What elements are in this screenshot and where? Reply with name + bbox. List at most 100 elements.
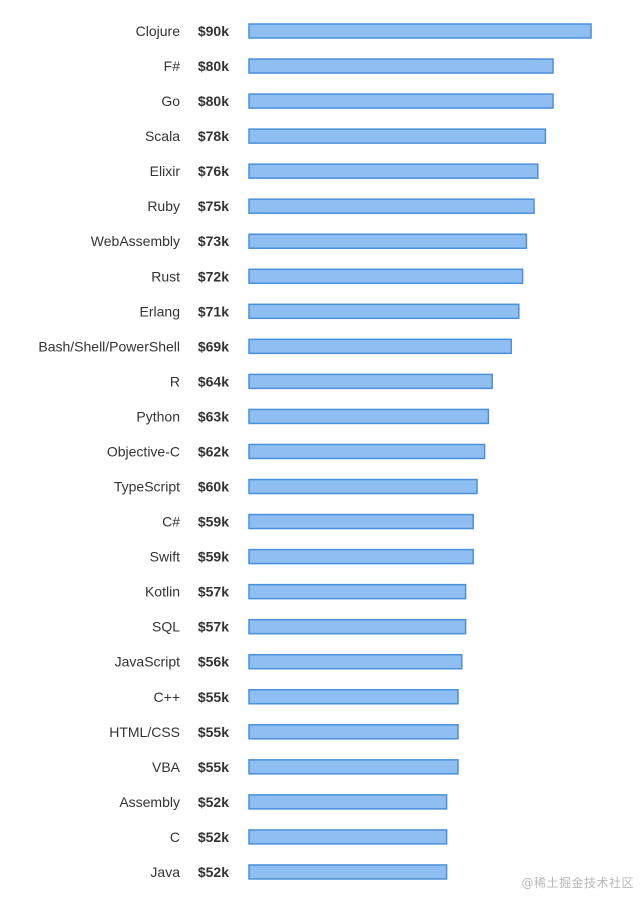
category-label: Ruby — [147, 198, 180, 214]
category-label: Clojure — [136, 23, 181, 39]
value-label: $52k — [198, 864, 229, 880]
bar-row: TypeScript $60k — [114, 478, 478, 495]
value-label: $55k — [198, 724, 229, 740]
bar — [248, 408, 490, 425]
value-label: $64k — [198, 373, 229, 389]
bar-row: R $64k — [170, 373, 493, 390]
bar-row: C++ $55k — [154, 689, 459, 705]
bar-row: Swift $59k — [150, 549, 474, 565]
bar — [248, 268, 524, 285]
value-label: $80k — [198, 58, 229, 74]
value-label: $57k — [198, 584, 229, 600]
bar-row: Go $80k — [161, 93, 554, 109]
watermark-text: @稀土掘金技术社区 — [521, 876, 634, 890]
bar — [248, 373, 493, 390]
bar-row: Bash/Shell/PowerShell $69k — [38, 338, 512, 355]
category-label: F# — [164, 58, 181, 74]
value-label: $76k — [198, 163, 229, 179]
bar-row: Assembly $52k — [119, 794, 448, 810]
value-label: $55k — [198, 689, 229, 705]
value-label: $59k — [198, 514, 229, 530]
category-label: Python — [136, 408, 180, 424]
bar-row: Clojure $90k — [136, 23, 592, 39]
bar-row: VBA $55k — [152, 759, 459, 775]
bar — [248, 864, 448, 880]
category-label: WebAssembly — [91, 233, 180, 249]
category-label: TypeScript — [114, 479, 180, 495]
bar — [248, 724, 459, 740]
category-label: SQL — [152, 619, 180, 635]
bar-row: Scala $78k — [145, 128, 547, 144]
value-label: $52k — [198, 829, 229, 845]
value-label: $73k — [198, 233, 229, 249]
bar — [248, 23, 592, 39]
value-label: $75k — [198, 198, 229, 214]
category-label: C++ — [154, 689, 180, 705]
bar-row: Ruby $75k — [147, 198, 535, 214]
bar-row: F# $80k — [164, 58, 554, 74]
category-label: HTML/CSS — [109, 724, 180, 740]
bar — [248, 653, 463, 670]
category-label: Go — [161, 93, 180, 109]
bar-row: Java $52k — [150, 864, 448, 880]
bar — [248, 93, 554, 109]
value-label: $55k — [198, 759, 229, 775]
category-label: Scala — [145, 128, 180, 144]
value-label: $56k — [198, 654, 229, 670]
value-label: $69k — [198, 338, 229, 354]
bar — [248, 829, 448, 845]
bar — [248, 338, 512, 355]
value-label: $59k — [198, 549, 229, 565]
bar — [248, 128, 547, 144]
bar — [248, 513, 474, 530]
bar — [248, 583, 467, 600]
category-label: VBA — [152, 759, 181, 775]
bar — [248, 233, 528, 249]
value-label: $78k — [198, 128, 229, 144]
category-label: C# — [162, 514, 180, 530]
category-label: Bash/Shell/PowerShell — [38, 338, 180, 354]
bar — [248, 618, 467, 635]
category-label: Elixir — [150, 163, 181, 179]
bar-row: HTML/CSS $55k — [109, 724, 459, 740]
bar-row: JavaScript $56k — [115, 653, 463, 670]
category-label: Rust — [151, 268, 180, 284]
bar — [248, 478, 478, 495]
bar-row: Rust $72k — [151, 268, 524, 285]
bar — [248, 759, 459, 775]
category-label: Objective-C — [107, 443, 180, 459]
value-label: $72k — [198, 268, 229, 284]
value-label: $52k — [198, 794, 229, 810]
value-label: $90k — [198, 23, 229, 39]
category-label: Swift — [150, 549, 180, 565]
category-label: Assembly — [119, 794, 180, 810]
value-label: $80k — [198, 93, 229, 109]
category-label: Erlang — [140, 303, 180, 319]
bar — [248, 443, 486, 460]
bar-row: Erlang $71k — [140, 303, 520, 320]
category-label: Kotlin — [145, 584, 180, 600]
bar — [248, 198, 535, 214]
bar-row: C# $59k — [162, 513, 474, 530]
bar-row: C $52k — [170, 829, 448, 845]
bar-row: Elixir $76k — [150, 163, 539, 179]
bar-row: Kotlin $57k — [145, 583, 467, 600]
bar-row: Python $63k — [136, 408, 490, 425]
bar — [248, 163, 539, 179]
category-label: R — [170, 373, 180, 389]
category-label: JavaScript — [115, 654, 180, 670]
bar — [248, 548, 474, 565]
value-label: $60k — [198, 479, 229, 495]
value-label: $62k — [198, 443, 229, 459]
bar-row: WebAssembly $73k — [91, 233, 528, 249]
category-label: C — [170, 829, 180, 845]
bar — [248, 58, 554, 74]
bar-row: SQL $57k — [152, 618, 467, 635]
category-label: Java — [150, 864, 180, 880]
value-label: $71k — [198, 303, 229, 319]
bar — [248, 689, 459, 705]
bar — [248, 794, 448, 810]
value-label: $57k — [198, 619, 229, 635]
bar — [248, 303, 520, 320]
